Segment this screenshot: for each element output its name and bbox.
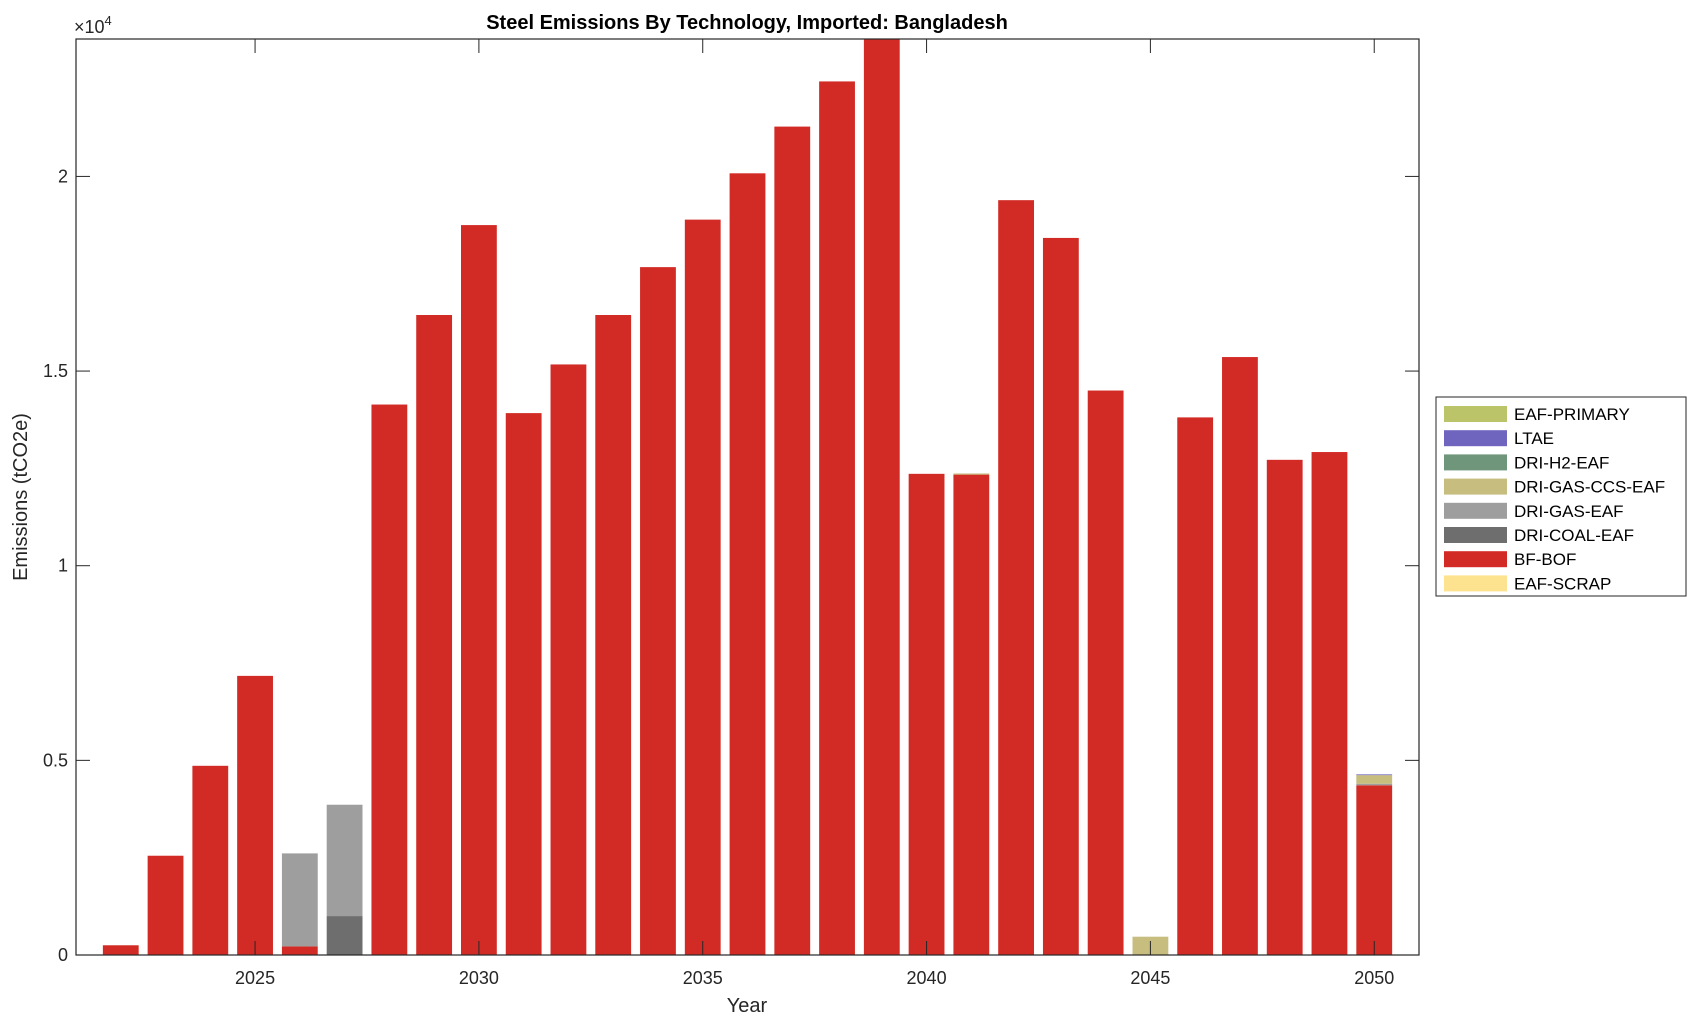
bar-dri-gas-ccs-eaf-2050 [1356,775,1393,784]
bar-bf-bof-2049 [1311,452,1348,955]
bar-bf-bof-2048 [1266,459,1303,955]
bar-dri-gas-eaf-2050 [1356,783,1393,786]
bar-dri-gas-ccs-eaf-2041 [953,473,990,475]
bar-bf-bof-2032 [550,364,587,955]
bar-bf-bof-2050 [1356,785,1393,955]
y-exponent-label: ×104 [74,13,112,37]
bar-bf-bof-2043 [1042,237,1079,955]
legend-label-dri-coal-eaf: DRI-COAL-EAF [1514,526,1634,545]
legend: EAF-PRIMARY LTAE DRI-H2-EAF DRI-GAS-CCS-EAF… [1435,396,1687,597]
x-tick-label: 2045 [1130,968,1170,988]
bar-bf-bof-2026 [281,946,318,955]
y-tick-label: 0 [58,945,68,965]
bar-bf-bof-2044 [1087,390,1124,955]
bar-dri-gas-eaf-2027 [326,804,363,917]
legend-label-ltae: LTAE [1514,429,1554,448]
y-tick-label: 1 [58,556,68,576]
bar-bf-bof-2035 [684,219,721,955]
x-tick-label: 2040 [907,968,947,988]
bar-ltae-2050 [1356,774,1393,776]
y-tick-label: 0.5 [43,750,68,770]
bar-dri-gas-eaf-2026 [281,853,318,947]
legend-label-dri-gas-ccs-eaf: DRI-GAS-CCS-EAF [1514,478,1665,497]
bar-bf-bof-2037 [774,126,811,955]
legend-swatch-bf-bof [1444,551,1507,568]
y-tick-label: 1.5 [43,361,68,381]
bar-bf-bof-2040 [908,473,945,955]
legend-swatch-eaf-primary [1444,406,1507,422]
chart-title: Steel Emissions By Technology, Imported:… [486,12,1008,34]
legend-swatch-dri-coal-eaf [1444,527,1507,543]
legend-swatch-dri-h2-eaf [1444,454,1507,471]
x-tick-label: 2050 [1354,968,1394,988]
legend-label-bf-bof: BF-BOF [1514,550,1576,569]
bar-bf-bof-2031 [505,413,542,955]
legend-swatch-dri-gas-ccs-eaf [1444,478,1507,495]
x-axis-label: Year [727,995,768,1017]
bar-bf-bof-2033 [595,315,632,955]
bar-bf-bof-2042 [998,200,1035,955]
x-tick-label: 2035 [683,968,723,988]
legend-swatch-eaf-scrap [1444,575,1507,592]
bar-bf-bof-2047 [1222,357,1258,955]
bar-bf-bof-2028 [371,404,408,955]
bar-bf-bof-2036 [729,173,766,955]
bar-bf-bof-2039 [863,39,900,955]
bar-bf-bof-2041 [953,474,990,955]
bar-bf-bof-2034 [640,267,676,955]
bar-bf-bof-2038 [819,81,855,955]
bar-bf-bof-2023 [147,855,184,955]
y-axis-label: Emissions (tCO2e) [10,413,32,581]
bar-bf-bof-2030 [460,225,497,955]
legend-swatch-ltae [1444,430,1507,447]
bars-layer [102,39,1393,955]
bar-bf-bof-2024 [192,765,229,955]
legend-label-eaf-scrap: EAF-SCRAP [1514,574,1611,593]
bar-bf-bof-2022 [102,945,139,955]
legend-label-dri-h2-eaf: DRI-H2-EAF [1514,453,1609,472]
bar-bf-bof-2046 [1177,417,1214,955]
legend-swatch-dri-gas-eaf [1444,502,1507,519]
legend-label-eaf-primary: EAF-PRIMARY [1514,405,1630,424]
bar-bf-bof-2025 [237,675,273,955]
plot-box [75,38,1420,956]
x-tick-label: 2025 [235,968,275,988]
bar-dri-coal-eaf-2027 [326,916,363,955]
y-tick-label: 2 [58,166,68,186]
axes: 2025 2030 2035 2040 2045 2050 0 0.5 1 1.5 2 [43,38,1420,988]
x-tick-label: 2030 [459,968,499,988]
legend-label-dri-gas-eaf: DRI-GAS-EAF [1514,502,1624,521]
bar-bf-bof-2029 [416,315,453,955]
